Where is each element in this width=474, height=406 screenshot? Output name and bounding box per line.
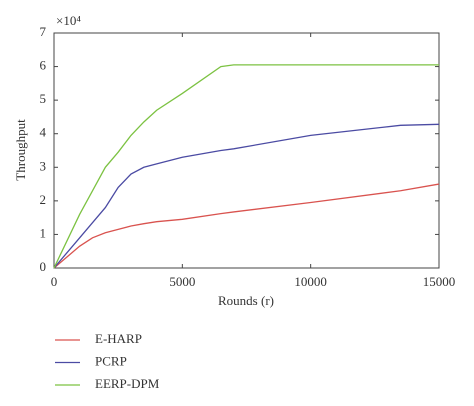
- y-tick-label: 4: [40, 125, 47, 140]
- plot-frame: [53, 32, 440, 269]
- y-axis-label: Throughput: [13, 119, 28, 181]
- series-line: [53, 64, 439, 269]
- legend-label: EERP-DPM: [95, 376, 160, 391]
- y-tick-label: 0: [40, 259, 47, 274]
- legend-label: E-HARP: [95, 331, 142, 346]
- x-tick-label: 15000: [423, 274, 456, 289]
- y-tick-label: 1: [40, 225, 47, 240]
- x-tick-label: 0: [51, 274, 58, 289]
- x-tick-label: 5000: [169, 274, 195, 289]
- x-tick-label: 10000: [294, 274, 327, 289]
- y-tick-label: 7: [40, 24, 47, 39]
- y-tick-label: 2: [40, 192, 47, 207]
- x-axis-label: Rounds (r): [218, 293, 274, 308]
- y-tick-label: 5: [40, 91, 47, 106]
- series-line: [53, 183, 440, 269]
- y-multiplier: ×10⁴: [56, 13, 81, 28]
- series-line: [53, 123, 440, 269]
- y-tick-label: 3: [40, 158, 47, 173]
- y-tick-label: 6: [40, 58, 47, 73]
- legend-label: PCRP: [95, 353, 127, 368]
